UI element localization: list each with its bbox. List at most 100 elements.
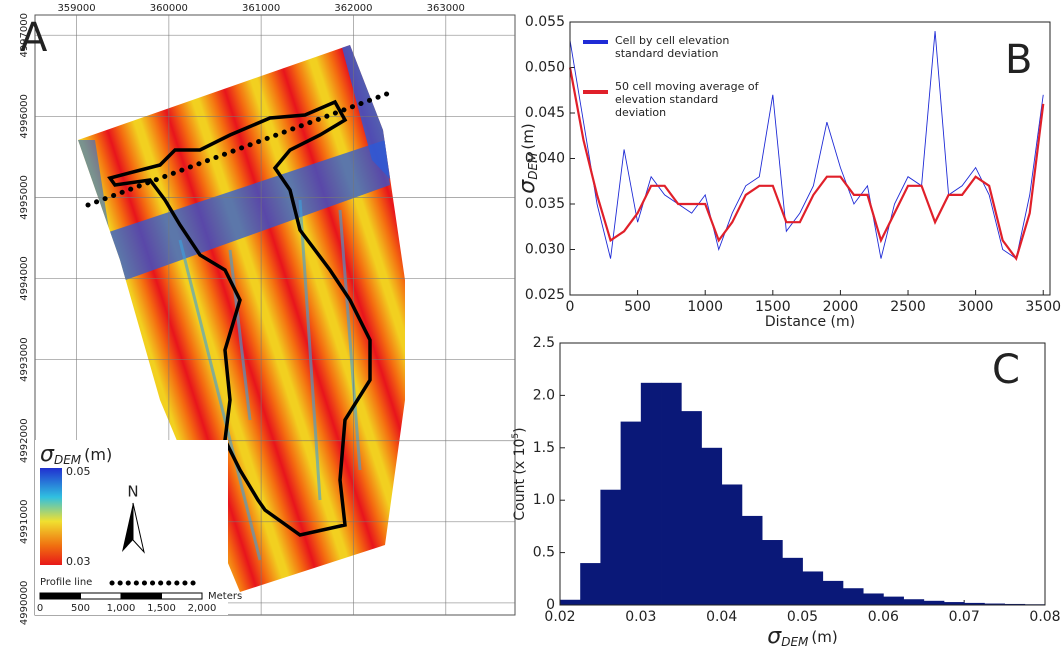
legend-entry: 50 cell moving average of elevation stan…	[615, 80, 759, 119]
x-tick-label: 1000	[687, 299, 723, 315]
ramp-max: 0.05	[66, 465, 91, 478]
map-x-label: 363000	[427, 3, 465, 14]
histogram-bar	[661, 382, 682, 605]
x-tick-label: 0	[566, 299, 575, 315]
x-tick-label: 0.04	[706, 609, 737, 625]
histogram-bar	[741, 515, 763, 605]
y-tick-label: 0.5	[533, 545, 555, 561]
histogram-bar	[863, 593, 884, 605]
y-tick-label: 0.045	[525, 105, 565, 121]
histogram-bar	[762, 540, 783, 605]
histogram-bar	[580, 563, 601, 605]
map-x-label: 362000	[334, 3, 372, 14]
y-tick-label: 0.050	[525, 60, 565, 76]
panel-label: B	[1005, 37, 1032, 83]
map-y-label: 4994000	[19, 256, 30, 301]
histogram-bar	[721, 484, 743, 605]
scale-segment	[80, 592, 122, 600]
x-tick-label: 1500	[755, 299, 791, 315]
histogram-bar	[640, 382, 662, 605]
x-tick-label: 0.05	[787, 609, 818, 625]
y-label-text: Count (x 10	[512, 439, 528, 521]
x-tick-label: 2500	[890, 299, 926, 315]
y-tick-label: 2.0	[533, 387, 555, 403]
map-x-label: 359000	[57, 3, 95, 14]
ramp-min: 0.03	[66, 555, 91, 568]
x-tick-label: 0.07	[949, 609, 980, 625]
scale-label: 500	[71, 603, 90, 614]
histogram-bar	[964, 602, 985, 605]
x-label-symbol: σ	[767, 624, 782, 649]
x-tick-label: 3000	[958, 299, 994, 315]
histogram-bar	[600, 489, 622, 605]
scale-segment	[161, 592, 203, 600]
scale-label: 0	[37, 603, 43, 614]
x-tick-label: 3500	[1025, 299, 1061, 315]
histogram-bar	[782, 557, 803, 605]
panel-label: C	[992, 347, 1020, 393]
y-tick-label: 1.0	[533, 492, 555, 508]
map-y-label: 4993000	[19, 337, 30, 382]
x-label-sub: DEM	[781, 635, 809, 649]
histogram-bar	[903, 599, 925, 605]
y-tick-label: 0.055	[525, 14, 565, 30]
histogram-bar	[822, 580, 844, 605]
y-tick-label: 0	[546, 597, 555, 613]
profile-line	[85, 89, 395, 208]
map-y-label: 4997000	[19, 13, 30, 58]
scale-label: 2,000	[188, 603, 217, 614]
y-tick-label: 1.5	[533, 440, 555, 456]
map-y-label: 4991000	[19, 499, 30, 544]
x-label-unit: (m)	[811, 628, 837, 646]
map-x-label: 361000	[242, 3, 280, 14]
profile-legend: Profile line	[40, 577, 92, 588]
legend-title: σDEM (m)	[40, 442, 112, 467]
y-label-symbol: σ	[515, 179, 540, 194]
series-line	[568, 67, 1045, 262]
x-tick-label: 0.03	[625, 609, 656, 625]
legend-entry: Cell by cell elevation standard deviatio…	[615, 34, 730, 60]
map-y-label: 4992000	[19, 418, 30, 463]
x-tick-label: 0.02	[544, 609, 575, 625]
x-axis-label: σDEM (m)	[767, 624, 837, 649]
histogram-bar	[923, 600, 945, 605]
scale-segment	[120, 592, 162, 600]
y-axis-label: Count (x 105)	[511, 427, 529, 520]
map-y-label: 4995000	[19, 175, 30, 220]
x-axis-label: Distance (m)	[765, 314, 855, 330]
watershed-outline	[107, 99, 372, 537]
scale-label: 1,500	[147, 603, 176, 614]
histogram-bar	[943, 602, 965, 605]
histogram-bar	[701, 447, 723, 605]
histogram-bar	[620, 421, 642, 605]
histogram-bar	[802, 571, 824, 605]
y-tick-label: 0.030	[525, 242, 565, 258]
histogram-bar	[883, 596, 904, 605]
map-y-label: 4990000	[19, 581, 30, 626]
map-x-label: 360000	[150, 3, 188, 14]
series-line	[569, 31, 1044, 260]
north-label: N	[127, 483, 138, 501]
north-arrow	[122, 503, 133, 552]
plot-frame	[559, 342, 1046, 606]
y-label-end: )	[512, 427, 528, 432]
histogram-bar	[1004, 603, 1026, 605]
y-tick-label: 0.025	[525, 287, 565, 303]
panel-label: A	[20, 15, 48, 61]
color-ramp	[40, 468, 62, 565]
y-tick-label: 0.040	[525, 151, 565, 167]
histogram-bar	[842, 588, 864, 605]
north-arrow	[132, 502, 145, 554]
scale-unit: Meters	[208, 591, 242, 602]
x-tick-label: 500	[624, 299, 651, 315]
x-tick-label: 0.08	[1029, 609, 1060, 625]
y-tick-label: 0.035	[525, 196, 565, 212]
x-tick-label: 0.06	[868, 609, 899, 625]
map-overlay: σDEM (m) 0.05 0.03 N Profile line Meters …	[20, 15, 395, 615]
y-label-sub: DEM	[526, 152, 540, 180]
scale-label: 1,000	[107, 603, 136, 614]
y-tick-label: 2.5	[533, 335, 555, 351]
scale-segment	[39, 592, 81, 600]
plot-frame	[569, 21, 1051, 296]
